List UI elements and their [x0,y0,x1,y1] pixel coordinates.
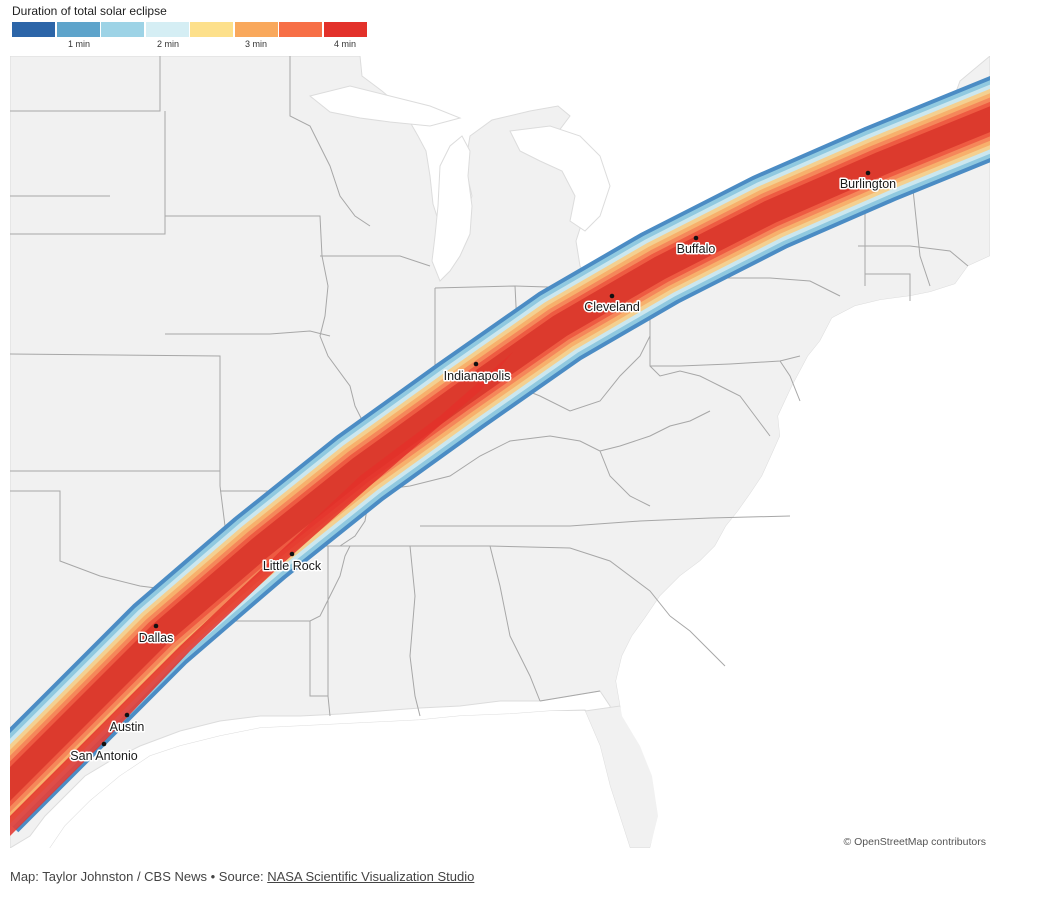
city-austin[interactable]: Austin [108,712,146,736]
city-label: Burlington [840,177,896,191]
border [10,111,166,235]
eclipse-map[interactable]: Burlington Buffalo Cleveland Indianapoli… [10,56,990,848]
border [410,545,541,702]
border [289,56,371,227]
border [858,245,969,267]
eclipse-path [10,75,990,836]
border [669,615,726,667]
legend-color-bar [12,22,368,37]
border [320,255,431,267]
city-dot [153,623,159,629]
gulf-of-mexico [50,711,630,848]
city-dot [124,712,130,718]
legend-swatch [323,22,367,37]
city-dallas[interactable]: Dallas [137,623,175,647]
lake-michigan [431,135,473,282]
city-label: Cleveland [584,300,640,314]
lake-superior [308,85,462,127]
border [309,621,328,697]
credit-prefix: Map: Taylor Johnston / CBS News • Source… [10,869,268,884]
eclipse-max-duration-core [10,352,513,836]
border [865,273,911,301]
legend-tick-1min: 1 min [67,39,91,49]
city-label: Little Rock [263,559,322,573]
legend-tick-4min: 4 min [333,39,357,49]
city-dot [473,361,479,367]
legend-tick-3min: 3 min [244,39,268,49]
border [165,330,331,337]
state-borders [10,56,969,717]
city-label: Buffalo [677,242,716,256]
border [327,546,331,717]
legend-swatch [101,22,144,37]
city-cleveland[interactable]: Cleveland [583,293,641,316]
map-credit: Map: Taylor Johnston / CBS News • Source… [10,869,474,884]
legend: Duration of total solar eclipse 1 min 2 … [12,4,372,50]
legend-swatch [190,22,233,37]
border [539,690,601,702]
border [369,435,651,507]
legend-title: Duration of total solar eclipse [12,4,167,18]
city-label: Indianapolis [444,369,511,383]
border [10,56,161,112]
eclipse-band [10,106,990,801]
city-buffalo[interactable]: Buffalo [675,235,717,258]
city-layer: Burlington Buffalo Cleveland Indianapoli… [69,170,898,765]
city-dot [693,235,699,241]
border [599,410,711,452]
city-label: Dallas [139,631,174,645]
city-indianapolis[interactable]: Indianapolis [442,361,512,385]
border [514,296,651,412]
city-dot [289,551,295,557]
legend-swatch [12,22,55,37]
border [420,515,791,527]
legend-swatch [279,22,322,37]
map-canvas: Burlington Buffalo Cleveland Indianapoli… [10,56,990,848]
atlantic-ocean [616,256,990,848]
city-little-rock[interactable]: Little Rock [261,551,323,575]
city-dot [101,741,107,747]
border [649,301,801,367]
city-label: San Antonio [70,749,137,763]
border [328,545,421,717]
city-burlington[interactable]: Burlington [838,170,898,193]
city-label: Austin [110,720,145,734]
border [779,360,801,402]
border [489,545,671,617]
border [710,277,841,297]
osm-attribution: © OpenStreetMap contributors [843,836,986,848]
border [10,353,221,471]
legend-swatch [234,22,278,37]
legend-swatch [145,22,189,37]
lake-huron [509,125,611,232]
legend-swatch [56,22,100,37]
border [649,365,771,437]
city-dot [609,293,615,299]
source-link[interactable]: NASA Scientific Visualization Studio [267,869,475,884]
legend-tick-2min: 2 min [156,39,180,49]
city-dot [865,170,871,176]
city-san-antonio[interactable]: San Antonio [69,741,139,765]
